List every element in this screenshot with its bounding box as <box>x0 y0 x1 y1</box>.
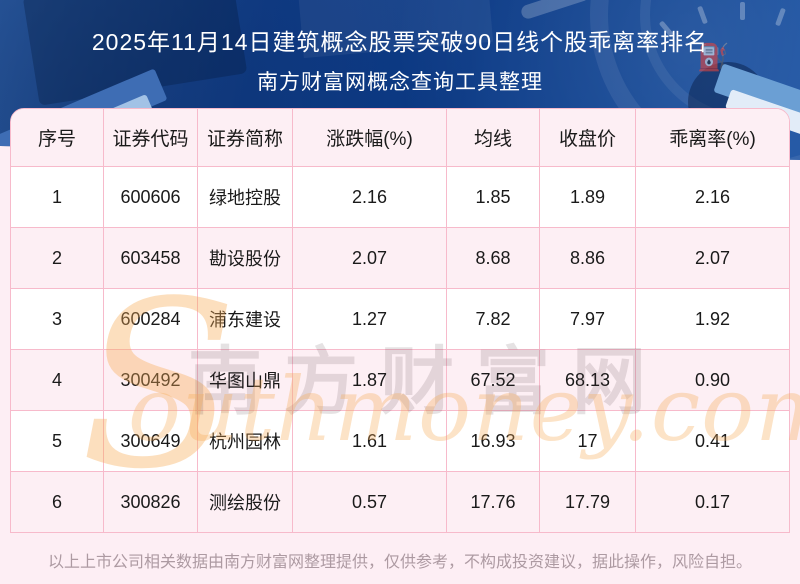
table-cell: 600606 <box>103 167 197 227</box>
table-cell: 300826 <box>103 472 197 532</box>
column-header: 涨跌幅(%) <box>292 109 446 166</box>
column-header: 收盘价 <box>539 109 635 166</box>
table-cell: 17.79 <box>539 472 635 532</box>
table-row: 2 603458 勘设股份 2.07 8.68 8.86 2.07 <box>11 227 789 288</box>
table-cell: 6 <box>51 491 62 512</box>
table-cell: 0.90 <box>635 350 789 410</box>
table-cell: 1.85 <box>446 167 539 227</box>
table-cell: 0.17 <box>635 472 789 532</box>
table-row: 3 600284 浦东建设 1.27 7.82 7.97 1.92 <box>11 288 789 349</box>
stock-table: 序号 证券代码 证券简称 涨跌幅(%) 均线 收盘价 乖离率(%) 1 600606 绿地控股 2… <box>10 108 790 533</box>
table-cell: 2 <box>51 247 62 268</box>
table-row: 5 300649 杭州园林 1.61 16.93 17 0.41 <box>11 410 789 471</box>
table-cell: 2.07 <box>292 228 446 288</box>
table-cell: 16.93 <box>446 411 539 471</box>
table-cell: 绿地控股 <box>197 167 292 227</box>
table-cell: 300492 <box>103 350 197 410</box>
table-cell: 2.16 <box>292 167 446 227</box>
table-cell: 1.89 <box>539 167 635 227</box>
table-cell: 300649 <box>103 411 197 471</box>
disclaimer-text: 以上上市公司相关数据由南方财富网整理提供，仅供参考，不构成投资建议，据此操作，风… <box>47 554 752 571</box>
table-cell: 68.13 <box>539 350 635 410</box>
table-row: 1 600606 绿地控股 2.16 1.85 1.89 2.16 <box>11 166 789 227</box>
table-cell: 0.57 <box>292 472 446 532</box>
table-cell: 浦东建设 <box>197 289 292 349</box>
table-body: 1 600606 绿地控股 2.16 1.85 1.89 2.16 2 603458 勘设股份 2.… <box>11 166 789 532</box>
column-header: 序号 <box>37 129 76 150</box>
table-row: 6 300826 测绘股份 0.57 17.76 17.79 0.17 <box>11 471 789 532</box>
column-header: 均线 <box>446 109 539 166</box>
table-cell: 1.92 <box>635 289 789 349</box>
table-cell: 8.68 <box>446 228 539 288</box>
table-cell: 17 <box>539 411 635 471</box>
table-cell: 1 <box>51 186 62 207</box>
table-cell: 测绘股份 <box>197 472 292 532</box>
table-cell: 67.52 <box>446 350 539 410</box>
table-cell: 杭州园林 <box>197 411 292 471</box>
column-header: 证券代码 <box>103 109 197 166</box>
table-header-row: 序号 证券代码 证券简称 涨跌幅(%) 均线 收盘价 乖离率(%) <box>11 109 789 166</box>
table-cell: 5 <box>51 430 62 451</box>
page-subtitle: 南方财富网概念查询工具整理 <box>257 71 543 94</box>
table-cell: 7.82 <box>446 289 539 349</box>
table-cell: 4 <box>51 369 62 390</box>
table-cell: 1.87 <box>292 350 446 410</box>
table-cell: 2.16 <box>635 167 789 227</box>
column-header: 乖离率(%) <box>635 109 789 166</box>
table-cell: 600284 <box>103 289 197 349</box>
gauge-tick-decoration <box>740 2 745 20</box>
table-cell: 2.07 <box>635 228 789 288</box>
column-header: 证券简称 <box>197 109 292 166</box>
table-cell: 华图山鼎 <box>197 350 292 410</box>
table-cell: 0.41 <box>635 411 789 471</box>
table-cell: 1.61 <box>292 411 446 471</box>
title-block: 2025年11月14日建筑概念股票突破90日线个股乖离率排名 南方财富网概念查询… <box>0 0 800 96</box>
table-cell: 17.76 <box>446 472 539 532</box>
table-cell: 3 <box>51 308 62 329</box>
page-title: 2025年11月14日建筑概念股票突破90日线个股乖离率排名 <box>91 29 709 55</box>
table-cell: 7.97 <box>539 289 635 349</box>
table-row: 4 300492 华图山鼎 1.87 67.52 68.13 0.90 <box>11 349 789 410</box>
table-cell: 勘设股份 <box>197 228 292 288</box>
table-cell: 603458 <box>103 228 197 288</box>
table-cell: 8.86 <box>539 228 635 288</box>
table-cell: 1.27 <box>292 289 446 349</box>
